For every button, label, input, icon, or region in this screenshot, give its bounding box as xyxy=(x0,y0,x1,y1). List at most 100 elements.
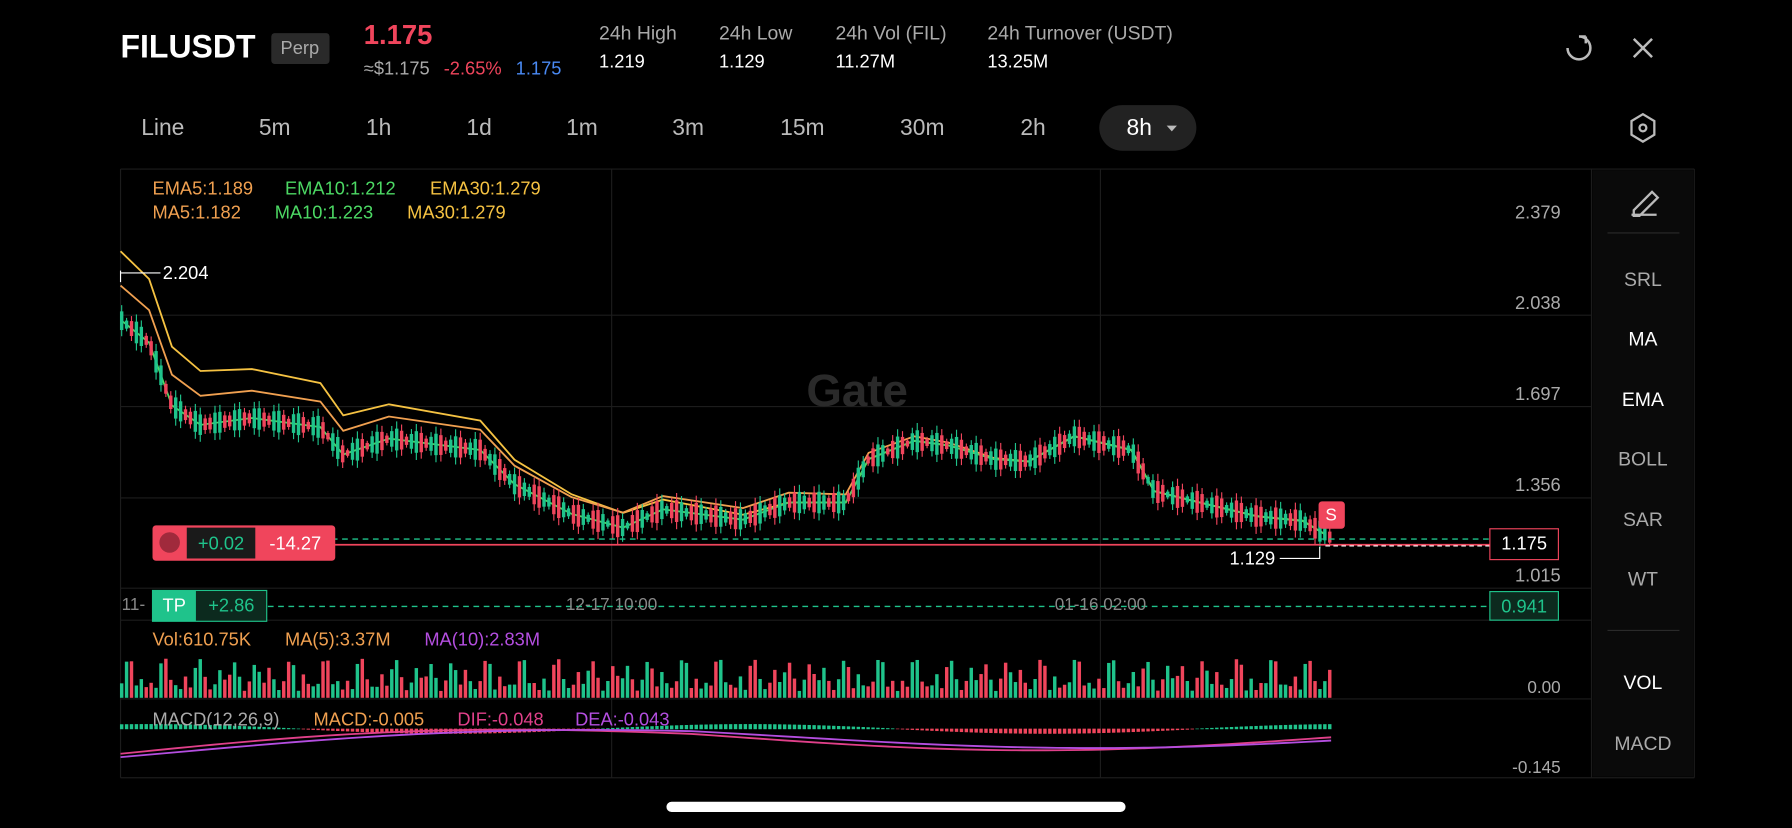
volume-bar xyxy=(1043,665,1047,698)
candle xyxy=(1308,519,1312,532)
settings-icon[interactable] xyxy=(1630,112,1656,143)
macd-bar xyxy=(1303,724,1307,730)
candle xyxy=(1082,431,1086,446)
high-marker xyxy=(119,270,161,283)
macd-bar xyxy=(728,724,733,730)
candle xyxy=(895,436,900,459)
macd-bar xyxy=(218,725,222,730)
candle xyxy=(198,414,202,435)
volume-bar xyxy=(149,682,153,698)
macd-bar xyxy=(974,728,978,733)
timeframe[interactable]: 1m xyxy=(566,114,598,140)
volume-bar xyxy=(262,682,266,698)
volume-bar xyxy=(316,683,320,698)
volume-bar xyxy=(1239,664,1244,698)
close-icon[interactable] xyxy=(1632,37,1653,58)
timeframe[interactable]: 30m xyxy=(900,114,944,140)
macd-bar xyxy=(699,724,703,730)
macd-label: MACD:-0.005 xyxy=(314,708,425,729)
macd-bar xyxy=(949,728,954,732)
macd-bar xyxy=(1161,728,1165,731)
macd-bar xyxy=(611,727,615,730)
macd-bar xyxy=(1170,728,1175,731)
ma-label: MA30:1.279 xyxy=(407,201,506,222)
macd-bar xyxy=(1308,724,1312,730)
stat-value: 13.25M xyxy=(987,51,1048,72)
volume-bar xyxy=(1087,682,1091,698)
refresh-icon[interactable] xyxy=(1566,35,1592,61)
macd-bar xyxy=(365,728,369,733)
candle xyxy=(827,498,831,507)
macd-bar xyxy=(886,728,890,730)
macd-bar xyxy=(1003,728,1008,734)
sidebar-item[interactable]: MACD xyxy=(1614,733,1671,755)
volume-bar xyxy=(890,680,895,698)
volume-bar xyxy=(1269,660,1273,698)
macd-bar xyxy=(1077,728,1082,734)
draw-icon[interactable] xyxy=(1631,190,1660,217)
timeframe[interactable]: 1d xyxy=(466,114,491,140)
volume-bar xyxy=(208,689,212,698)
macd-bar xyxy=(1131,728,1136,733)
timeframe[interactable]: 8h xyxy=(1127,114,1152,140)
stat-label: 24h High xyxy=(599,22,677,44)
macd-bar xyxy=(1087,728,1091,734)
macd-bar xyxy=(679,725,684,730)
candle xyxy=(910,433,915,450)
volume-bar xyxy=(630,679,635,698)
volume-bar xyxy=(645,661,649,698)
volume-bar xyxy=(169,679,173,698)
candle xyxy=(542,492,546,507)
macd-bar xyxy=(635,726,640,730)
timeframe[interactable]: Line xyxy=(141,114,184,140)
macd-bar xyxy=(817,725,821,730)
timeframe-selected-bg xyxy=(1099,105,1197,151)
timeframe[interactable]: 1h xyxy=(366,114,391,140)
macd-bar xyxy=(660,725,664,730)
macd-bar xyxy=(316,728,320,731)
sidebar-item[interactable]: SRL xyxy=(1624,269,1662,291)
candle xyxy=(331,433,335,451)
macd-bar xyxy=(1116,728,1121,733)
volume-bar xyxy=(689,687,694,698)
candle xyxy=(1087,435,1091,445)
candle xyxy=(635,510,640,533)
volume-bar xyxy=(566,687,571,698)
tp-tag-label-bg xyxy=(152,590,196,622)
macd-bar xyxy=(232,725,237,730)
volume-bar xyxy=(827,680,831,698)
sidebar-item[interactable]: MA xyxy=(1628,328,1657,350)
timeframe[interactable]: 15m xyxy=(780,114,824,140)
volume-bar xyxy=(1077,661,1082,698)
sidebar-item[interactable]: VOL xyxy=(1623,672,1662,694)
low-marker xyxy=(1279,547,1321,560)
volume-bar xyxy=(586,670,590,698)
candle xyxy=(119,311,124,331)
volume-bar xyxy=(448,663,453,698)
candle xyxy=(424,438,428,448)
sidebar-item[interactable]: EMA xyxy=(1622,389,1664,411)
candle xyxy=(1234,500,1239,523)
volume-bar xyxy=(1136,686,1140,698)
volume-bar xyxy=(507,684,512,698)
candle xyxy=(615,515,620,538)
volume-bar xyxy=(851,688,856,698)
volume-bar xyxy=(424,676,428,698)
macd-bar xyxy=(836,725,841,730)
candle xyxy=(871,448,875,467)
sidebar-item[interactable]: SAR xyxy=(1623,509,1663,531)
volume-bar xyxy=(1121,687,1126,698)
candle xyxy=(625,522,630,529)
macd-bar xyxy=(286,728,291,730)
timeframe[interactable]: 2h xyxy=(1020,114,1045,140)
macd-bar xyxy=(1264,725,1268,730)
macd-bar xyxy=(301,728,306,730)
sidebar-item[interactable]: BOLL xyxy=(1618,448,1668,470)
sidebar-item[interactable]: WT xyxy=(1628,568,1658,590)
timeframe[interactable]: 3m xyxy=(672,114,704,140)
volume-bar xyxy=(1210,683,1214,698)
macd-bar xyxy=(1234,726,1239,730)
volume-bar xyxy=(591,661,595,698)
timeframe[interactable]: 5m xyxy=(259,114,291,140)
candle xyxy=(949,438,954,454)
